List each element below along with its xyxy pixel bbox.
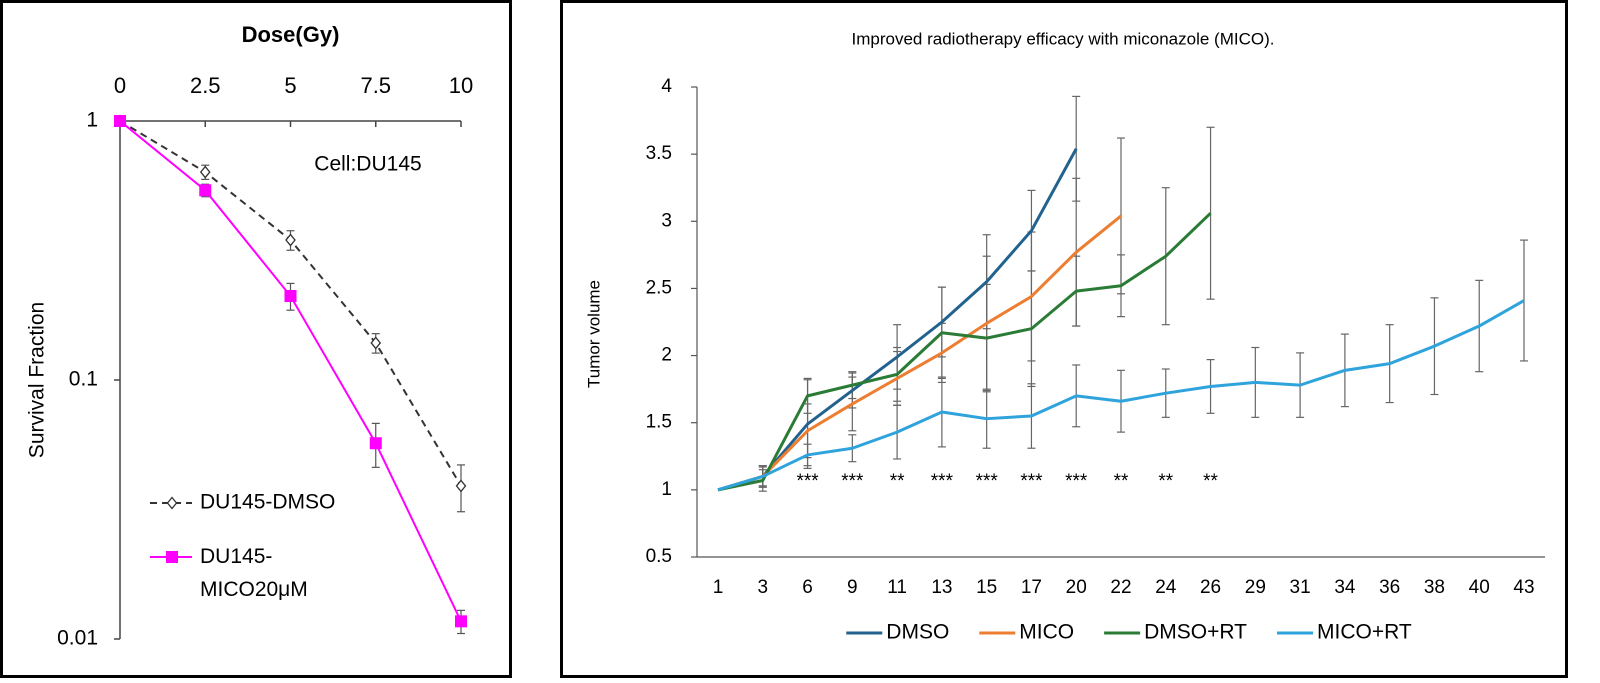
series-line [717, 214, 1122, 492]
x-tick-label: 24 [1155, 577, 1177, 598]
y-tick-label: 0.01 [57, 627, 98, 650]
series-line [119, 120, 462, 622]
marker [455, 479, 467, 493]
x-tick-label: 17 [1021, 577, 1042, 598]
x-tick-label: 7.5 [360, 73, 391, 98]
x-tick-label: 3 [757, 577, 768, 598]
y-axis-title: Tumor volume [584, 280, 603, 388]
marker [285, 233, 296, 247]
series-line [717, 299, 1525, 492]
right-panel-frame [560, 0, 1568, 678]
marker [114, 115, 126, 127]
y-tick-label: 3 [661, 210, 672, 231]
marker [284, 290, 297, 303]
significance-label: *** [841, 471, 864, 492]
y-tick-label: 2.5 [646, 277, 672, 298]
marker [369, 437, 382, 450]
legend-label: MICO+RT [1317, 621, 1412, 644]
x-tick-label: 6 [802, 577, 813, 598]
x-tick-label: 1 [713, 577, 724, 598]
x-tick-label: 31 [1290, 577, 1311, 598]
x-tick-label: 2.5 [190, 73, 221, 98]
x-tick-label: 5 [284, 73, 296, 98]
x-tick-label: 13 [931, 577, 952, 598]
y-tick-label: 4 [661, 76, 672, 97]
legend-label-line: DU145- [200, 545, 272, 568]
x-tick-label: 0 [114, 73, 126, 98]
significance-label: ** [890, 471, 905, 492]
y-tick-label: 0.5 [646, 546, 672, 567]
left-panel-frame [0, 0, 512, 678]
x-tick-label: 22 [1110, 577, 1131, 598]
legend-marker [166, 496, 178, 510]
significance-label: ** [1203, 471, 1218, 492]
annotation: Cell:DU145 [314, 153, 421, 176]
x-tick-label: 34 [1334, 577, 1356, 598]
significance-label: *** [1065, 471, 1088, 492]
x-tick-label: 11 [887, 577, 907, 598]
significance-label: *** [796, 471, 819, 492]
y-tick-label: 1 [661, 479, 672, 500]
marker [199, 184, 212, 197]
x-axis-title: Dose(Gy) [242, 22, 340, 47]
significance-label: *** [976, 471, 999, 492]
error-bar [1206, 126, 1215, 300]
x-tick-label: 38 [1424, 577, 1445, 598]
y-axis-title: Survival Fraction [26, 302, 49, 458]
significance-label: *** [931, 471, 954, 492]
legend-label-line: MICO20μM [200, 578, 308, 601]
marker [370, 336, 382, 350]
legend-label: DMSO+RT [1144, 621, 1247, 644]
significance-label: ** [1114, 471, 1129, 492]
legend-label: DU145-DMSO [200, 491, 335, 514]
y-tick-label: 1.5 [646, 412, 672, 433]
significance-label: *** [1020, 471, 1043, 492]
y-tick-label: 0.1 [69, 368, 98, 391]
x-tick-label: 9 [847, 577, 858, 598]
legend-label: MICO [1019, 621, 1074, 644]
marker [455, 615, 467, 628]
legend-label: DU145- MICO20μM [200, 545, 308, 601]
y-tick-label: 1 [86, 109, 98, 132]
x-tick-label: 10 [449, 73, 473, 98]
legend-marker [166, 551, 178, 563]
x-tick-label: 20 [1066, 577, 1087, 598]
x-tick-label: 36 [1379, 577, 1400, 598]
x-tick-label: 26 [1200, 577, 1221, 598]
series-line [717, 148, 1078, 492]
significance-label: ** [1158, 471, 1173, 492]
chart-title: Improved radiotherapy efficacy with mico… [852, 29, 1275, 48]
y-tick-label: 2 [661, 345, 672, 366]
x-tick-label: 40 [1469, 577, 1490, 598]
y-tick-label: 3.5 [646, 143, 672, 164]
x-tick-label: 43 [1513, 577, 1534, 598]
x-tick-label: 15 [976, 577, 997, 598]
legend-label: DMSO [886, 621, 949, 644]
x-tick-label: 29 [1245, 577, 1266, 598]
marker [199, 165, 211, 179]
series-line [717, 212, 1212, 492]
